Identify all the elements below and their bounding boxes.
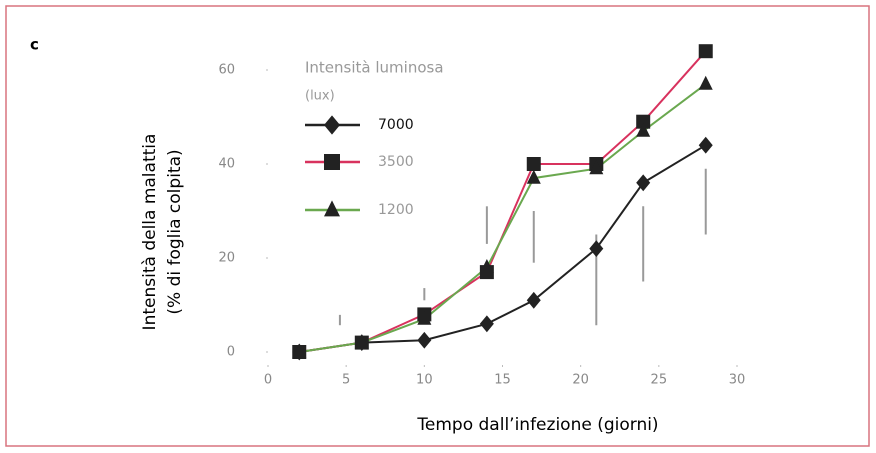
marker — [589, 240, 604, 257]
series-line — [299, 144, 707, 353]
marker — [324, 154, 340, 170]
x-tick-label: 25 — [651, 373, 668, 388]
marker — [698, 136, 713, 154]
marker — [589, 160, 604, 175]
marker — [417, 310, 432, 325]
y-tick-label: 20 — [218, 251, 235, 266]
marker — [698, 44, 713, 59]
x-tick-label: 30 — [729, 373, 746, 388]
legend-label: 3500 — [378, 154, 414, 170]
x-axis-label: Tempo dall’infezione (giorni) — [416, 415, 658, 435]
y-axis-label: (% di foglia colpita) — [165, 149, 185, 314]
marker — [292, 343, 307, 358]
legend-label: 1200 — [378, 202, 414, 218]
legend-label: 7000 — [378, 117, 414, 133]
marker — [636, 114, 651, 129]
y-tick-label: 60 — [218, 63, 235, 78]
marker — [526, 169, 541, 184]
marker — [526, 291, 541, 309]
x-tick-label: 15 — [494, 373, 511, 388]
x-tick-label: 5 — [342, 373, 350, 388]
marker — [479, 315, 494, 333]
x-tick-label: 10 — [416, 373, 433, 388]
y-tick-label: 0 — [227, 345, 235, 360]
y-axis-label: Intensità della malattia — [140, 134, 160, 331]
series-line — [299, 83, 707, 353]
marker — [636, 174, 651, 192]
marker — [698, 75, 713, 90]
marker — [479, 259, 494, 273]
x-tick-label: 0 — [264, 373, 272, 388]
legend-title: (lux) — [305, 89, 335, 104]
marker — [324, 200, 340, 217]
y-tick-label: 40 — [218, 157, 235, 172]
legend-title: Intensità luminosa — [305, 59, 444, 77]
frame — [5, 5, 870, 447]
x-tick-label: 20 — [572, 373, 589, 388]
marker — [324, 115, 340, 135]
marker — [636, 122, 651, 137]
marker — [354, 334, 369, 349]
marker — [417, 331, 432, 349]
marker — [526, 157, 541, 171]
panel-label: c — [30, 36, 39, 54]
